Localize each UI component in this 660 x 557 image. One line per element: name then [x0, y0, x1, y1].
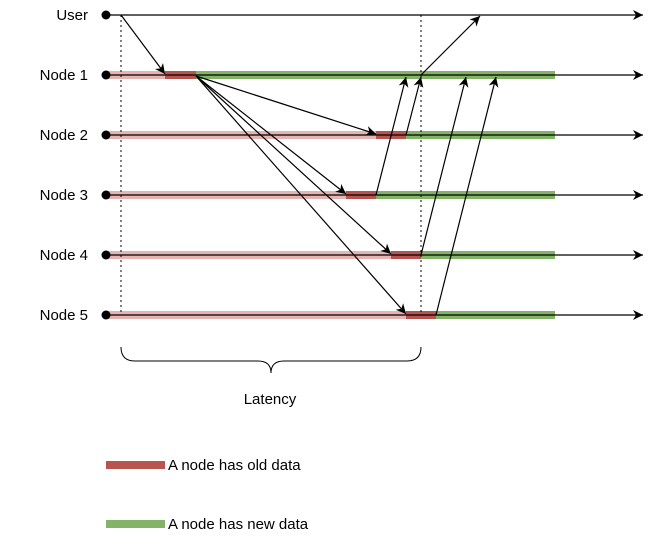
message-arrow: [375, 76, 409, 196]
timeline-start-dot: [101, 190, 111, 200]
message-arrow: [195, 75, 407, 315]
row-label-user: User: [56, 7, 88, 24]
legend-new-label: A node has new data: [168, 516, 309, 533]
message-arrow: [420, 76, 469, 256]
legend-old-label: A node has old data: [168, 457, 301, 474]
legend-old-swatch: [106, 461, 165, 469]
row-label-node-1: Node 1: [40, 67, 88, 84]
message-arrow: [195, 75, 377, 136]
timeline-start-dot: [101, 310, 111, 320]
timeline-start-dot: [101, 250, 111, 260]
message-arrow: [195, 75, 392, 255]
timeline-start-dot: [101, 130, 111, 140]
row-label-node-2: Node 2: [40, 127, 88, 144]
timeline-start-dot: [101, 10, 111, 20]
row-label-node-4: Node 4: [40, 247, 88, 264]
message-arrow: [195, 75, 347, 195]
message-arrow: [405, 76, 424, 136]
timeline-start-dot: [101, 70, 111, 80]
latency-brace: [120, 346, 422, 374]
legend-new-swatch: [106, 520, 165, 528]
message-arrow: [120, 14, 166, 75]
row-label-node-3: Node 3: [40, 187, 88, 204]
message-arrow: [435, 76, 499, 316]
row-label-node-5: Node 5: [40, 307, 88, 324]
latency-label: Latency: [244, 391, 297, 408]
message-arrow: [420, 15, 481, 76]
